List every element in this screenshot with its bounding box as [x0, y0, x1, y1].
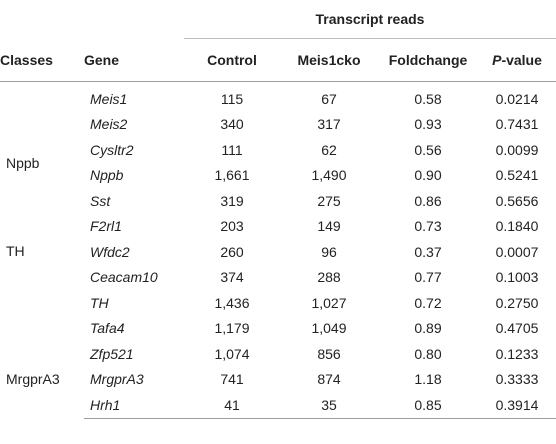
pvalue-cell: 0.2750: [495, 294, 539, 311]
table-row: Ceacam10 374 288 0.77 0.1003: [0, 265, 556, 291]
gene-cell: Meis2: [90, 116, 128, 133]
meis1cko-header: Meis1cko: [280, 38, 378, 82]
pvalue-cell: 0.1003: [495, 269, 539, 286]
gene-cell: Ceacam10: [90, 269, 158, 286]
foldchange-header: Foldchange: [378, 38, 478, 82]
control-cell: 41: [184, 392, 280, 419]
pvalue-cell: 0.0007: [495, 243, 539, 260]
foldchange-cell: 0.90: [414, 167, 442, 184]
gene-cell: Nppb: [90, 167, 124, 184]
table-row: Tafa4 1,179 1,049 0.89 0.4705: [0, 316, 556, 342]
meis1cko-cell: 856: [317, 345, 341, 362]
control-cell: 260: [220, 243, 244, 260]
meis1cko-cell: 35: [280, 392, 378, 419]
control-cell: 203: [220, 218, 244, 235]
class-label-nppb: Nppb: [6, 154, 40, 171]
control-cell: 1,179: [214, 320, 250, 337]
foldchange-cell: 0.58: [414, 90, 442, 107]
foldchange-cell: 1.18: [414, 371, 442, 388]
control-cell: 1,661: [214, 167, 250, 184]
gene-cell: F2rl1: [90, 218, 122, 235]
foldchange-cell: 0.73: [414, 218, 442, 235]
pvalue-cell: 0.7431: [495, 116, 539, 133]
meis1cko-cell: 874: [317, 371, 341, 388]
control-cell: 741: [220, 371, 244, 388]
table-row: MrgprA3 MrgprA3 741 874 1.18 0.3333: [0, 367, 556, 393]
header-group-row: Transcript reads: [0, 0, 556, 39]
meis1cko-cell: 149: [317, 218, 341, 235]
table-row: F2rl1 203 149 0.73 0.1840: [0, 214, 556, 240]
meis1cko-cell: 1,049: [311, 320, 347, 337]
table-row: Meis2 340 317 0.93 0.7431: [0, 112, 556, 138]
meis1cko-cell: 62: [321, 141, 337, 158]
foldchange-cell: 0.89: [414, 320, 442, 337]
pvalue-header-italic: P: [492, 52, 502, 68]
pvalue-cell: 0.3914: [478, 392, 556, 419]
foldchange-cell: 0.56: [414, 141, 442, 158]
gene-cell: Hrh1: [84, 392, 184, 419]
empty-header-cell: [84, 0, 184, 39]
control-cell: 374: [220, 269, 244, 286]
pvalue-cell: 0.4705: [495, 320, 539, 337]
gene-header: Gene: [84, 38, 184, 82]
foldchange-cell: 0.72: [414, 294, 442, 311]
control-cell: 1,074: [214, 345, 250, 362]
control-cell: 1,436: [214, 294, 250, 311]
header-column-row: Classes Gene Control Meis1cko Foldchange…: [0, 38, 556, 82]
meis1cko-cell: 96: [321, 243, 337, 260]
table-row: Hrh1 41 35 0.85 0.3914: [0, 392, 556, 419]
classes-header: Classes: [0, 38, 84, 82]
gene-cell: Cysltr2: [90, 141, 134, 158]
foldchange-cell: 0.77: [414, 269, 442, 286]
pvalue-cell: 0.0214: [495, 90, 539, 107]
transcript-reads-header: Transcript reads: [184, 0, 556, 39]
table-row: Zfp521 1,074 856 0.80 0.1233: [0, 341, 556, 367]
gene-cell: Sst: [90, 192, 111, 209]
pvalue-cell: 0.0099: [495, 141, 539, 158]
control-cell: 340: [220, 116, 244, 133]
pvalue-cell: 0.1233: [495, 345, 539, 362]
meis1cko-cell: 288: [317, 269, 341, 286]
control-cell: 115: [220, 90, 244, 107]
table-row: TH 1,436 1,027 0.72 0.2750: [0, 290, 556, 316]
control-cell: 111: [221, 141, 243, 158]
pvalue-header: P-value: [478, 38, 556, 82]
foldchange-cell: 0.85: [378, 392, 478, 419]
gene-cell: Meis1: [90, 90, 128, 107]
gene-cell: Wfdc2: [90, 243, 130, 260]
foldchange-cell: 0.86: [414, 192, 442, 209]
table-row: Cysltr2 111 62 0.56 0.0099: [0, 137, 556, 163]
empty-header-cell: [0, 0, 84, 39]
meis1cko-cell: 1,490: [311, 167, 347, 184]
table-row: Sst 319 275 0.86 0.5656: [0, 188, 556, 214]
class-label-mrgpra3: MrgprA3: [6, 370, 60, 387]
gene-cell: TH: [90, 294, 109, 311]
meis1cko-cell: 275: [317, 192, 341, 209]
control-cell: 319: [220, 192, 244, 209]
control-header: Control: [184, 38, 280, 82]
foldchange-cell: 0.37: [414, 243, 442, 260]
pvalue-cell: 0.1840: [495, 218, 539, 235]
gene-cell: MrgprA3: [90, 371, 144, 388]
table-row: TH Wfdc2 260 96 0.37 0.0007: [0, 239, 556, 265]
gene-cell: Tafa4: [90, 320, 125, 337]
meis1cko-cell: 1,027: [311, 294, 347, 311]
table-row: Nppb 1,661 1,490 0.90 0.5241: [0, 163, 556, 189]
meis1cko-cell: 67: [321, 90, 337, 107]
foldchange-cell: 0.80: [414, 345, 442, 362]
pvalue-cell: 0.5656: [495, 192, 539, 209]
pvalue-header-suffix: -value: [501, 52, 542, 68]
pvalue-cell: 0.3333: [495, 371, 539, 388]
gene-cell: Zfp521: [90, 345, 134, 362]
meis1cko-cell: 317: [317, 116, 341, 133]
transcript-reads-table: Transcript reads Classes Gene Control Me…: [0, 0, 556, 419]
foldchange-cell: 0.93: [414, 116, 442, 133]
table-row: Nppb Meis1 115 67 0.58 0.0214: [0, 82, 556, 171]
class-label-th: TH: [6, 243, 25, 259]
pvalue-cell: 0.5241: [495, 167, 539, 184]
